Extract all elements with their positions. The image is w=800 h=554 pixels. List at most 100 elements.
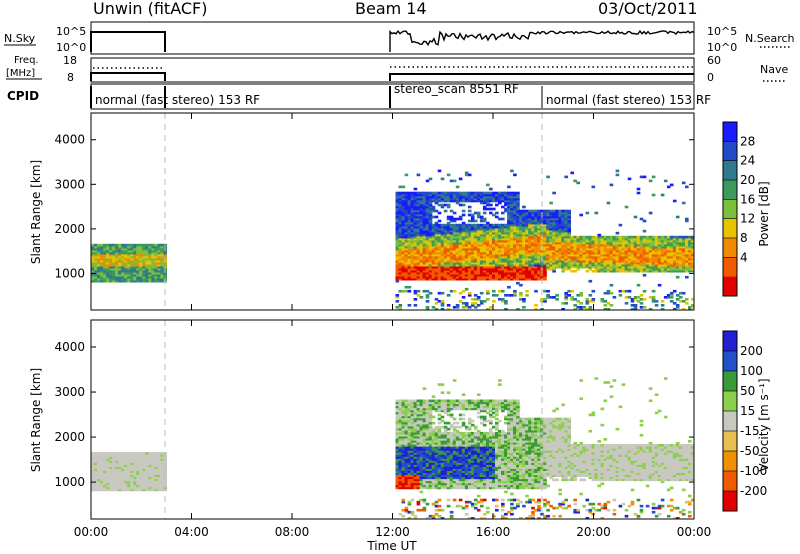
power-cell [428,227,433,231]
power-cell [461,229,466,233]
power-cell [567,294,572,297]
velocity-cell [398,472,403,476]
velocity-cell [398,480,403,484]
power-cell [585,255,590,259]
power-cell [434,221,439,225]
velocity-cell [163,480,168,484]
power-cell [618,269,623,273]
power-cell [639,302,644,305]
power-cell [564,223,569,227]
velocity-cell [422,464,427,467]
power-cell [651,243,656,247]
velocity-cell [437,440,442,443]
power-cell [404,257,409,261]
power-cell [467,273,472,277]
power-cell [425,219,430,223]
power-cell [579,245,584,249]
power-cell [437,255,442,259]
power-cell [582,253,587,257]
power-cell [398,227,403,231]
power-cell [492,247,496,251]
power-cell [407,261,412,265]
velocity-cell [401,425,406,429]
velocity-cell [139,484,143,488]
velocity-cell [148,476,152,480]
power-cell [510,249,514,253]
velocity-cell [431,464,436,467]
power-cell [455,233,460,237]
power-cell [467,267,472,271]
power-cell [91,255,95,259]
power-cell [431,273,436,277]
power-cell [615,265,620,269]
power-cell [458,229,463,233]
power-cell [534,221,538,225]
power-cell [486,193,490,197]
power-cell [498,227,502,231]
velocity-cell [154,462,158,465]
power-cell [688,257,692,261]
power-cell [576,259,581,263]
velocity-cell [425,470,430,474]
power-cell [685,241,689,245]
power-cell [452,275,457,279]
power-cell [525,263,529,267]
power-cell [498,259,502,263]
power-cell [148,265,152,269]
power-cell [425,195,430,199]
velocity-cell [407,411,412,415]
power-cell [422,217,427,221]
power-cell [124,271,128,275]
power-cell [501,265,505,269]
power-cell [142,277,146,281]
power-cell [555,213,559,217]
power-cell [576,251,581,255]
power-cell [501,225,505,229]
power-cell [561,237,565,241]
power-cell [618,237,623,241]
power-cell [112,255,116,259]
power-cell [473,271,478,275]
velocity-cell [413,458,418,461]
power-cell [103,279,107,283]
power-cell [585,253,590,257]
power-cell [528,273,532,277]
velocity-cell [419,427,424,431]
power-cell [495,191,499,195]
power-cell [446,233,451,237]
power-cell [100,245,104,249]
power-cell [437,251,442,255]
power-cell [663,241,668,245]
power-cell [413,221,418,225]
velocity-cell [422,444,427,447]
power-cell [419,241,424,245]
velocity-cell [404,399,409,403]
power-cell [425,221,430,225]
power-cell [498,267,502,271]
power-cell [513,261,517,265]
date-label: 03/Oct/2011 [598,0,698,18]
power-cell [691,251,694,255]
power-cell [401,229,406,233]
power-cell [401,227,406,231]
velocity-cell [157,452,161,455]
velocity-cell [404,480,409,484]
power-cell [145,277,149,281]
power-cell [492,257,496,261]
power-cell [473,255,478,259]
velocity-cell [124,476,128,480]
power-cell [555,241,559,245]
power-cell [434,241,439,245]
velocity-cell [410,407,415,411]
power-cell [133,269,137,273]
power-cell [404,237,409,241]
velocity-cell [437,454,442,457]
power-cell [669,294,674,297]
power-cell [507,199,511,203]
power-cell [124,267,128,271]
velocity-cell [428,401,433,405]
power-cell [407,251,412,255]
power-cell [660,253,665,257]
power-cell [160,279,164,283]
power-cell [552,259,556,263]
